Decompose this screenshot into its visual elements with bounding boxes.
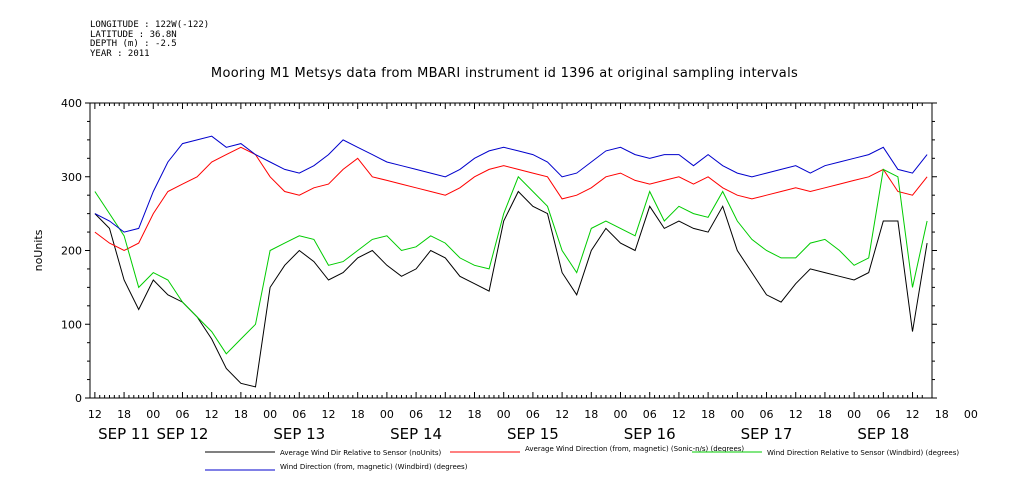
x-hour-label: 00 (964, 408, 978, 421)
y-tick-label: 400 (61, 97, 82, 110)
x-date-label: SEP 11 (98, 425, 150, 443)
latitude-text: LATITUDE : 36.8N (90, 29, 177, 40)
x-hour-label: 18 (818, 408, 832, 421)
x-hour-label: 12 (555, 408, 569, 421)
x-hour-label: 12 (789, 408, 803, 421)
x-hour-label: 18 (701, 408, 715, 421)
y-tick-label: 200 (61, 245, 82, 258)
chart-title: Mooring M1 Metsys data from MBARI instru… (210, 66, 799, 81)
x-hour-label: 00 (380, 408, 394, 421)
x-hour-label: 00 (730, 408, 744, 421)
legend-label-2: Wind Direction Relative to Sensor (Windb… (767, 449, 959, 457)
longitude-text: LONGITUDE : 122W(-122) (90, 20, 210, 30)
legend-label-1: Average Wind Direction (from, magnetic) … (525, 445, 744, 453)
y-tick-label: 100 (61, 318, 82, 331)
x-hour-label: 18 (351, 408, 365, 421)
x-hour-label: 18 (234, 408, 248, 421)
legend-label-3: Wind Direction (from, magnetic) (Windbir… (280, 463, 468, 471)
series-line-0 (94, 190, 928, 388)
x-hour-label: 06 (526, 408, 540, 421)
x-hour-label: 06 (175, 408, 189, 421)
x-hour-label: 06 (876, 408, 890, 421)
x-hour-label: 00 (614, 408, 628, 421)
legend-label-0: Average Wind Dir Relative to Sensor (noU… (280, 449, 441, 457)
y-tick-label: 0 (75, 392, 82, 405)
x-date-label: SEP 15 (507, 425, 559, 443)
metadata-block: LONGITUDE : 122W(-122) LATITUDE : 36.8N … (90, 20, 210, 59)
x-hour-label: 12 (672, 408, 686, 421)
x-hour-label: 06 (409, 408, 423, 421)
x-hour-label: 12 (438, 408, 452, 421)
x-hour-label: 06 (643, 408, 657, 421)
x-hour-label: 18 (467, 408, 481, 421)
x-hour-label: 06 (292, 408, 306, 421)
x-hour-label: 18 (935, 408, 949, 421)
x-hour-label: 18 (584, 408, 598, 421)
x-hour-label: 12 (906, 408, 920, 421)
series-line-3 (94, 135, 928, 233)
series-line-2 (94, 168, 928, 355)
x-date-label: SEP 13 (273, 425, 325, 443)
x-hour-label: 00 (847, 408, 861, 421)
x-hour-label: 12 (205, 408, 219, 421)
x-hour-label: 00 (263, 408, 277, 421)
x-date-label: SEP 12 (157, 425, 209, 443)
x-date-label: SEP 18 (857, 425, 909, 443)
x-date-label: SEP 16 (624, 425, 676, 443)
x-hour-label: 00 (146, 408, 160, 421)
x-hour-label: 12 (88, 408, 102, 421)
x-hour-label: 12 (321, 408, 335, 421)
x-date-label: SEP 17 (741, 425, 793, 443)
y-axis-label: noUnits (32, 229, 45, 271)
plot-frame (89, 102, 933, 399)
x-hour-label: 18 (117, 408, 131, 421)
x-hour-label: 00 (497, 408, 511, 421)
depth-text: DEPTH (m) : -2.5 (90, 39, 177, 50)
x-hour-label: 06 (760, 408, 774, 421)
y-tick-label: 300 (61, 171, 82, 184)
series-line-1 (94, 146, 928, 252)
x-date-label: SEP 14 (390, 425, 442, 443)
year-text: YEAR : 2011 (90, 48, 150, 59)
